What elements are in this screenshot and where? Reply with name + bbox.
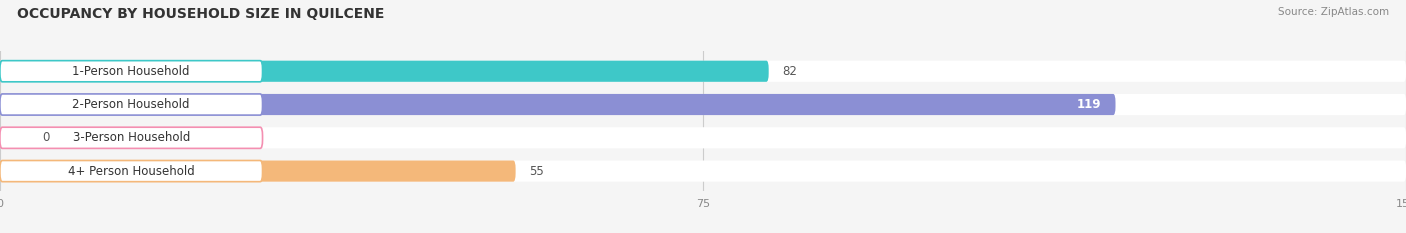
Text: Source: ZipAtlas.com: Source: ZipAtlas.com xyxy=(1278,7,1389,17)
FancyBboxPatch shape xyxy=(0,94,1115,115)
FancyBboxPatch shape xyxy=(0,127,1406,148)
Text: OCCUPANCY BY HOUSEHOLD SIZE IN QUILCENE: OCCUPANCY BY HOUSEHOLD SIZE IN QUILCENE xyxy=(17,7,384,21)
FancyBboxPatch shape xyxy=(0,161,516,182)
FancyBboxPatch shape xyxy=(0,94,263,115)
FancyBboxPatch shape xyxy=(0,61,1406,82)
Text: 119: 119 xyxy=(1077,98,1101,111)
Text: 1-Person Household: 1-Person Household xyxy=(73,65,190,78)
FancyBboxPatch shape xyxy=(0,61,769,82)
Text: 82: 82 xyxy=(783,65,797,78)
FancyBboxPatch shape xyxy=(0,161,263,182)
Text: 55: 55 xyxy=(530,164,544,178)
FancyBboxPatch shape xyxy=(0,61,263,82)
FancyBboxPatch shape xyxy=(0,94,1406,115)
Text: 0: 0 xyxy=(42,131,49,144)
Text: 4+ Person Household: 4+ Person Household xyxy=(67,164,194,178)
FancyBboxPatch shape xyxy=(0,161,1406,182)
FancyBboxPatch shape xyxy=(0,127,28,148)
Text: 3-Person Household: 3-Person Household xyxy=(73,131,190,144)
FancyBboxPatch shape xyxy=(0,127,263,148)
Text: 2-Person Household: 2-Person Household xyxy=(73,98,190,111)
